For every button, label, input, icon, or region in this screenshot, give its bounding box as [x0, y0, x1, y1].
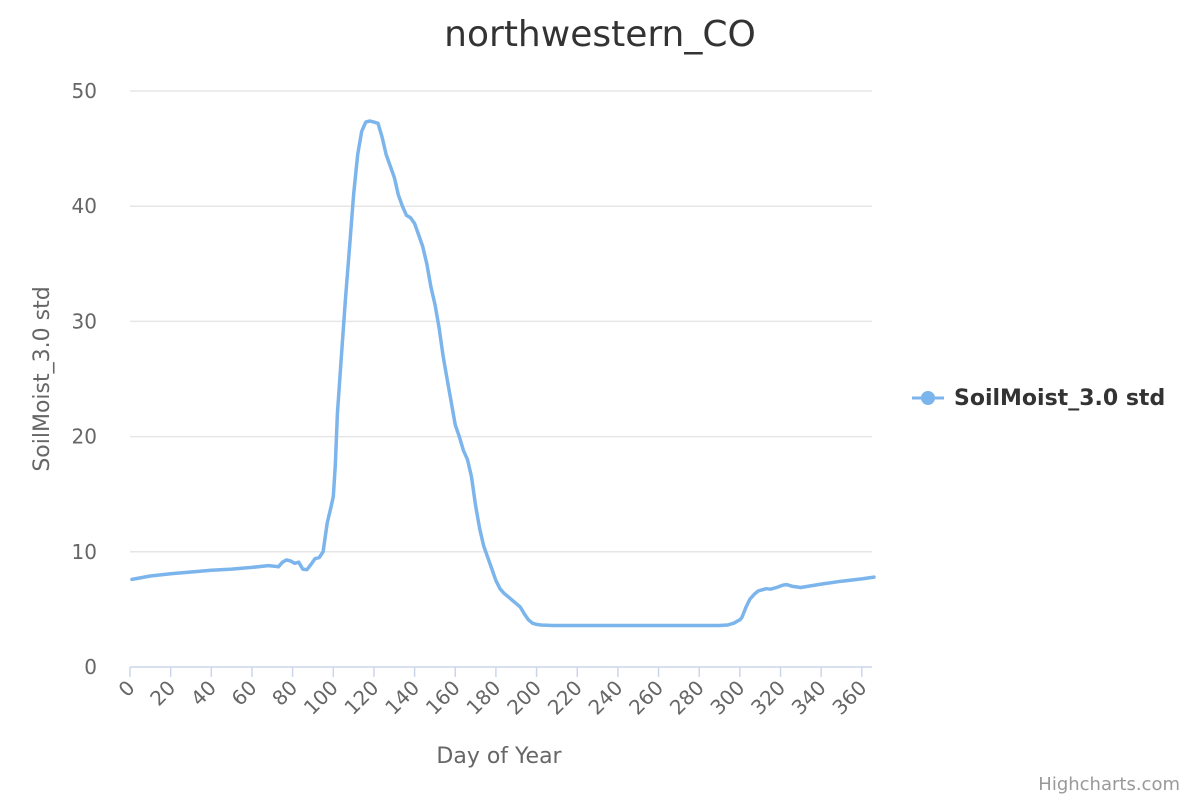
x-tick-label-15: 300 [705, 676, 749, 720]
y-tick-label-3: 30 [72, 309, 97, 333]
y-axis-ticks: 0 10 20 30 40 50 [72, 79, 97, 679]
x-tick-label-0: 0 [114, 676, 140, 702]
legend-item-label[interactable]: SoilMoist_3.0 std [954, 386, 1165, 411]
y-tick-label-5: 50 [72, 79, 97, 103]
chart-title: northwestern_CO [444, 14, 756, 55]
series-line-0[interactable] [130, 119, 876, 628]
x-tick-label-2: 40 [186, 676, 221, 711]
x-tick-label-4: 80 [267, 676, 302, 711]
x-tick-label-16: 320 [746, 676, 790, 720]
legend-marker [921, 391, 935, 405]
x-tick-label-9: 180 [461, 676, 505, 720]
credits-link[interactable]: Highcharts.com [1038, 774, 1180, 795]
series-group [130, 119, 876, 628]
x-tick-label-6: 120 [340, 676, 384, 720]
x-tick-label-13: 260 [624, 676, 668, 720]
x-tick-label-11: 220 [543, 676, 587, 720]
y-axis-title: SoilMoist_3.0 std [30, 286, 55, 471]
x-tick-label-10: 200 [502, 676, 546, 720]
x-axis-title: Day of Year [436, 744, 562, 769]
y-tick-label-0: 0 [84, 655, 97, 679]
grid-lines [130, 90, 872, 553]
x-tick-label-17: 340 [787, 676, 831, 720]
x-tick-label-1: 20 [145, 676, 180, 711]
y-tick-label-4: 40 [72, 194, 97, 218]
x-tick-label-18: 360 [827, 676, 871, 720]
x-axis-ticks: 0 20 40 60 801001201401601802002202402602803… [114, 667, 871, 720]
x-tick-label-7: 140 [380, 676, 424, 720]
legend[interactable]: SoilMoist_3.0 std [912, 386, 1165, 411]
y-tick-label-1: 10 [72, 540, 97, 564]
x-tick-label-12: 240 [583, 676, 627, 720]
x-tick-label-5: 100 [299, 676, 343, 720]
y-tick-label-2: 20 [72, 425, 97, 449]
x-tick-label-8: 160 [421, 676, 465, 720]
x-tick-label-3: 60 [227, 676, 262, 711]
x-tick-label-14: 280 [665, 676, 709, 720]
